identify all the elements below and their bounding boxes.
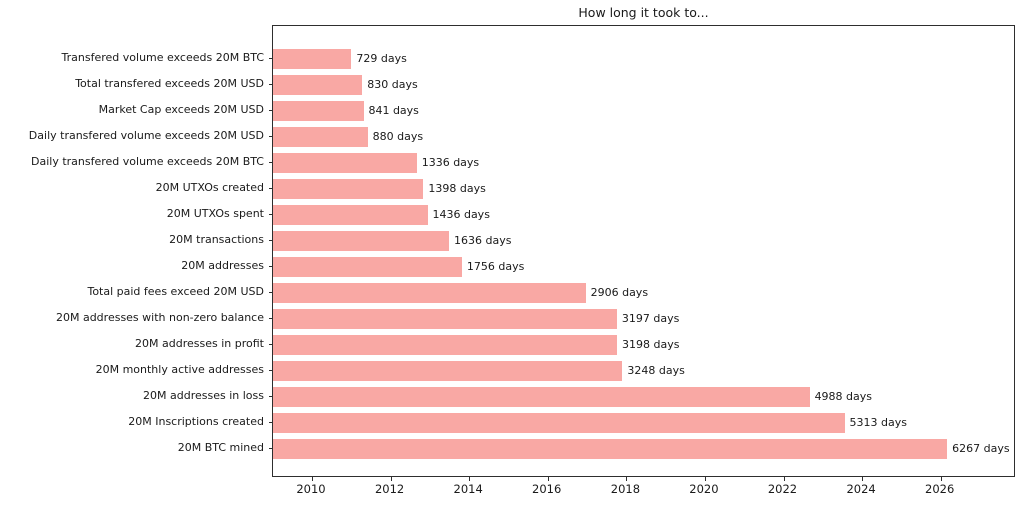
x-tick-label: 2010 — [296, 482, 326, 496]
bar-value-label: 841 days — [368, 104, 419, 117]
y-tick-mark — [269, 84, 273, 85]
bar — [273, 387, 810, 407]
y-tick-mark — [269, 266, 273, 267]
y-tick-mark — [269, 136, 273, 137]
bar — [273, 101, 364, 121]
bar — [273, 179, 424, 199]
y-tick-label: 20M UTXOs spent — [166, 207, 264, 220]
x-tick-label: 2026 — [925, 482, 955, 496]
y-tick-mark — [269, 58, 273, 59]
bar-value-label: 830 days — [367, 78, 418, 91]
y-axis-labels: Transfered volume exceeds 20M BTC Total t… — [0, 25, 264, 477]
x-tick-mark — [469, 477, 471, 481]
y-tick-label: Daily transfered volume exceeds 20M USD — [28, 129, 264, 142]
x-tick-mark — [626, 477, 628, 481]
y-tick-mark — [269, 188, 273, 189]
y-tick-label: 20M monthly active addresses — [95, 363, 264, 376]
bar-value-label: 4988 days — [814, 390, 873, 403]
bar — [273, 283, 586, 303]
x-tick-label: 2018 — [610, 482, 641, 496]
bar — [273, 257, 462, 277]
y-tick-mark — [269, 214, 273, 215]
x-tick-label: 2020 — [689, 482, 719, 496]
x-tick-label: 2024 — [846, 482, 876, 496]
x-tick-label: 2012 — [374, 482, 405, 496]
y-tick-mark — [269, 370, 273, 371]
bar-value-label: 729 days — [356, 52, 407, 65]
bar-value-label: 3248 days — [627, 364, 685, 377]
bar — [273, 127, 368, 147]
bar — [273, 439, 948, 459]
y-tick-label: 20M UTXOs created — [155, 181, 264, 194]
bar — [273, 335, 617, 355]
x-tick-mark — [312, 477, 313, 481]
bar-value-label: 1636 days — [453, 234, 512, 247]
bar-value-label: 880 days — [372, 130, 424, 143]
bar — [273, 309, 617, 329]
y-tick-label: 20M Inscriptions created — [128, 415, 264, 428]
bar-value-label: 1756 days — [466, 260, 525, 273]
y-tick-label: 20M BTC mined — [177, 441, 264, 454]
x-tick-mark — [704, 477, 706, 481]
y-tick-mark — [269, 448, 273, 449]
y-tick-label: 20M addresses in loss — [143, 389, 264, 402]
bar-value-label: 3198 days — [622, 338, 680, 351]
bar — [273, 75, 363, 95]
bar-value-label: 1436 days — [432, 208, 490, 221]
bar-value-label: 1398 days — [428, 182, 486, 195]
chart-title: How long it took to... — [578, 5, 709, 20]
x-tick-mark — [940, 477, 942, 481]
bar — [273, 413, 845, 433]
x-tick-mark — [862, 477, 864, 481]
bar-value-label: 2906 days — [590, 286, 649, 299]
plot-area: 729 days 830 days 841 days 880 days 1336 day… — [269, 25, 1015, 481]
x-tick-label: 2014 — [453, 482, 483, 496]
y-tick-label: 20M addresses in profit — [135, 337, 264, 350]
y-tick-label: Daily transfered volume exceeds 20M BTC — [31, 155, 264, 168]
x-tick-label: 2022 — [767, 482, 798, 496]
bar-value-label: 1336 days — [421, 156, 480, 169]
bar — [273, 231, 449, 251]
y-tick-mark — [269, 318, 273, 319]
y-tick-label: 20M addresses with non-zero balance — [55, 311, 264, 324]
bar-value-label: 6267 days — [952, 442, 1010, 455]
y-tick-label: Transfered volume exceeds 20M BTC — [61, 51, 264, 64]
y-tick-mark — [269, 396, 273, 397]
x-tick-mark — [390, 477, 392, 481]
y-tick-label: Total transfered exceeds 20M USD — [75, 77, 264, 90]
y-tick-mark — [269, 162, 273, 163]
y-tick-label: 20M addresses — [181, 259, 264, 272]
y-tick-label: Market Cap exceeds 20M USD — [98, 103, 264, 116]
y-tick-label: 20M transactions — [169, 233, 264, 246]
x-tick-label: 2016 — [532, 482, 562, 496]
y-tick-mark — [269, 292, 273, 293]
bar-value-label: 5313 days — [849, 416, 907, 429]
bar — [273, 153, 417, 173]
x-tick-mark — [783, 477, 785, 481]
bar — [273, 361, 623, 381]
x-tick-mark — [547, 477, 549, 481]
bar — [273, 49, 352, 69]
y-tick-mark — [269, 344, 273, 345]
y-tick-label: Total paid fees exceed 20M USD — [87, 285, 264, 298]
y-tick-mark — [269, 240, 273, 241]
bar — [273, 205, 428, 225]
y-tick-mark — [269, 422, 273, 423]
y-tick-mark — [269, 110, 273, 111]
bar-value-label: 3197 days — [621, 312, 680, 325]
